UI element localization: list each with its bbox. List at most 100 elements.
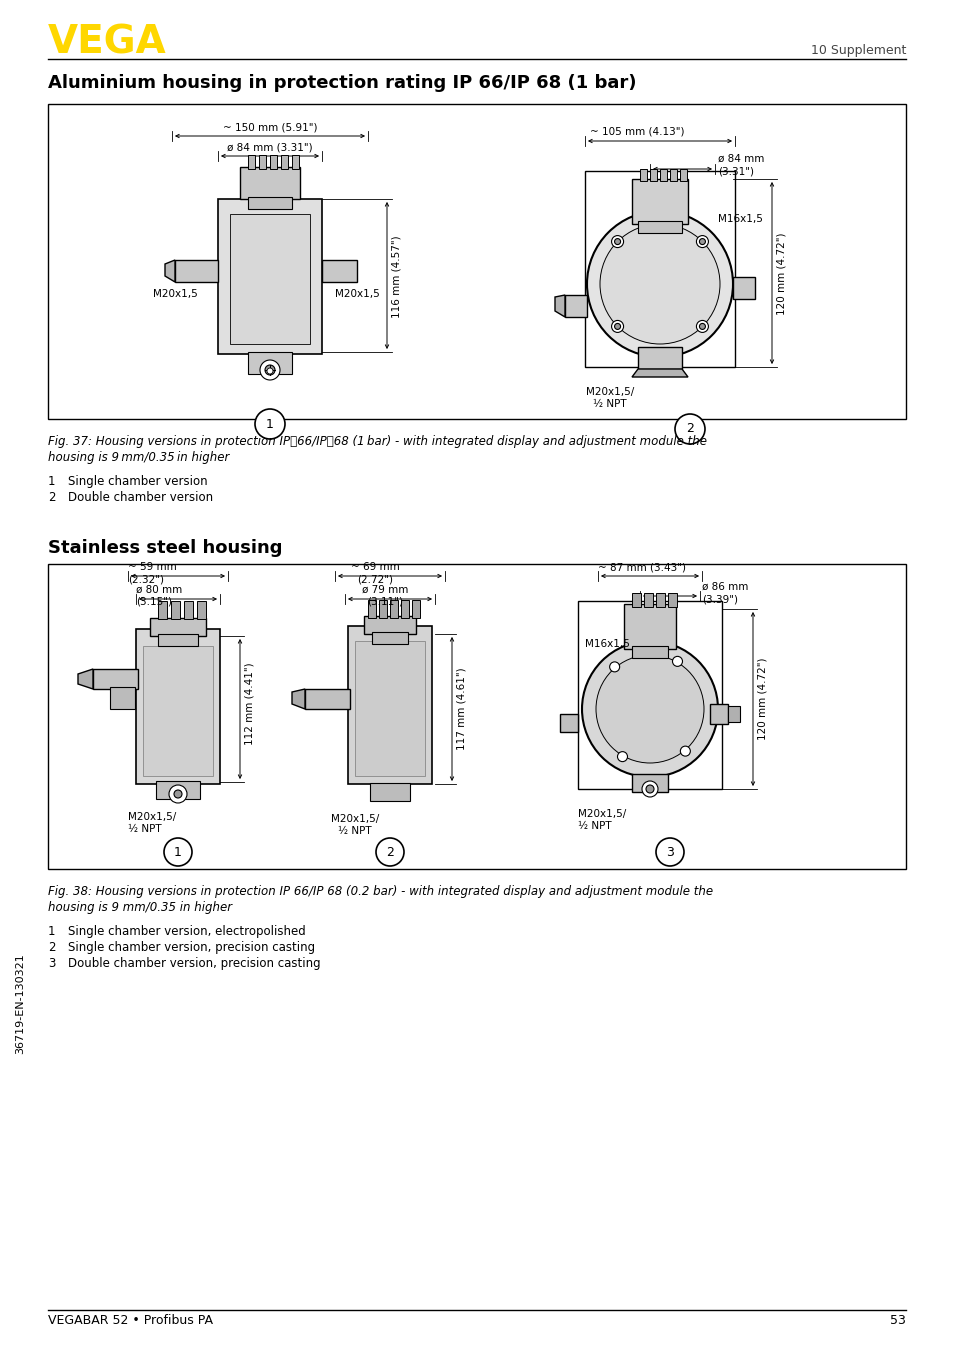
Bar [656, 593, 664, 607]
Text: 120 mm (4.72"): 120 mm (4.72") [758, 658, 767, 741]
Bar [348, 626, 432, 784]
Polygon shape [555, 295, 564, 317]
Text: 116 mm (4.57"): 116 mm (4.57") [392, 236, 401, 318]
Bar [623, 604, 676, 649]
Circle shape [256, 412, 283, 437]
Circle shape [699, 324, 704, 329]
Circle shape [617, 751, 627, 762]
Bar [412, 600, 419, 617]
Bar [184, 601, 193, 619]
Bar [667, 593, 677, 607]
Text: 117 mm (4.61"): 117 mm (4.61") [456, 668, 467, 750]
Text: 2: 2 [685, 422, 693, 436]
Bar [218, 199, 322, 353]
Circle shape [699, 238, 704, 245]
Text: ø 79 mm: ø 79 mm [361, 585, 408, 594]
Text: ø 84 mm (3.31"): ø 84 mm (3.31") [227, 142, 313, 152]
Text: ~ 69 mm: ~ 69 mm [351, 562, 399, 571]
Circle shape [164, 838, 192, 867]
Text: ø 80 mm: ø 80 mm [136, 585, 182, 594]
Bar [270, 154, 276, 169]
Polygon shape [292, 689, 305, 709]
Text: 1: 1 [173, 845, 182, 858]
Bar [158, 601, 167, 619]
Bar [631, 646, 667, 658]
Bar [669, 169, 677, 181]
Circle shape [609, 662, 619, 672]
Bar [709, 704, 727, 724]
Bar [156, 781, 200, 799]
Text: M20x1,5: M20x1,5 [335, 288, 379, 299]
Polygon shape [165, 260, 174, 282]
Text: (3.15"): (3.15") [136, 597, 172, 607]
Text: VEGABAR 52 • Profibus PA: VEGABAR 52 • Profibus PA [48, 1313, 213, 1327]
Text: M20x1,5/: M20x1,5/ [585, 387, 634, 397]
Text: Aluminium housing in protection rating IP 66/IP 68 (1 bar): Aluminium housing in protection rating I… [48, 74, 636, 92]
Bar [150, 617, 206, 636]
Text: M20x1,5/: M20x1,5/ [578, 808, 625, 819]
Bar [92, 669, 138, 689]
Text: Double chamber version: Double chamber version [68, 492, 213, 504]
Bar [48, 104, 905, 418]
Circle shape [586, 211, 732, 357]
Bar [240, 167, 299, 199]
Circle shape [260, 360, 280, 380]
Bar [171, 601, 180, 619]
Circle shape [672, 657, 681, 666]
Bar [679, 169, 686, 181]
Bar [372, 632, 408, 645]
Circle shape [675, 414, 704, 444]
Text: Single chamber version, precision casting: Single chamber version, precision castin… [68, 941, 314, 955]
Text: ~ 150 mm (5.91"): ~ 150 mm (5.91") [222, 122, 317, 131]
Bar [659, 169, 666, 181]
Bar [390, 600, 397, 617]
Circle shape [614, 324, 619, 329]
Circle shape [614, 238, 619, 245]
Text: ½ NPT: ½ NPT [128, 825, 161, 834]
Bar [322, 260, 356, 282]
Circle shape [599, 223, 720, 344]
Bar [638, 347, 681, 370]
Circle shape [611, 236, 623, 248]
Text: 112 mm (4.41"): 112 mm (4.41") [245, 662, 254, 745]
Text: Stainless steel housing: Stainless steel housing [48, 539, 282, 556]
Bar [196, 601, 206, 619]
Text: ~ 59 mm: ~ 59 mm [128, 562, 176, 571]
Text: M20x1,5/: M20x1,5/ [128, 812, 176, 822]
Circle shape [696, 236, 708, 248]
Bar [136, 630, 220, 784]
Text: 2: 2 [48, 492, 55, 504]
Text: 2: 2 [386, 845, 394, 858]
Bar [248, 154, 254, 169]
Circle shape [267, 368, 273, 374]
Text: 3: 3 [665, 845, 673, 858]
Circle shape [173, 789, 182, 798]
Circle shape [596, 655, 703, 764]
Bar [578, 601, 721, 789]
Bar [258, 154, 266, 169]
Text: M20x1,5: M20x1,5 [152, 288, 197, 299]
Circle shape [656, 838, 683, 867]
Bar [639, 169, 646, 181]
Text: housing is 9 mm/0.35 in higher: housing is 9 mm/0.35 in higher [48, 451, 229, 464]
Bar [174, 260, 218, 282]
Text: 1: 1 [48, 475, 55, 487]
Text: VEGA: VEGA [48, 24, 167, 62]
Text: (3.11"): (3.11") [367, 597, 402, 607]
Bar [400, 600, 409, 617]
Bar [564, 295, 586, 317]
Polygon shape [78, 669, 92, 689]
Text: M20x1,5/: M20x1,5/ [331, 814, 378, 825]
Circle shape [611, 321, 623, 333]
Circle shape [254, 409, 285, 439]
Circle shape [169, 785, 187, 803]
Bar [631, 774, 667, 792]
Circle shape [679, 746, 690, 756]
Text: Fig. 37: Housing versions in protection IP٦66/IP٦68 (1 bar) - with integrated di: Fig. 37: Housing versions in protection … [48, 435, 706, 448]
Bar [143, 646, 213, 776]
Text: 1: 1 [266, 417, 274, 431]
Circle shape [581, 640, 718, 777]
Text: M16x1,5: M16x1,5 [718, 214, 762, 223]
Bar [48, 565, 905, 869]
Bar [638, 221, 681, 233]
